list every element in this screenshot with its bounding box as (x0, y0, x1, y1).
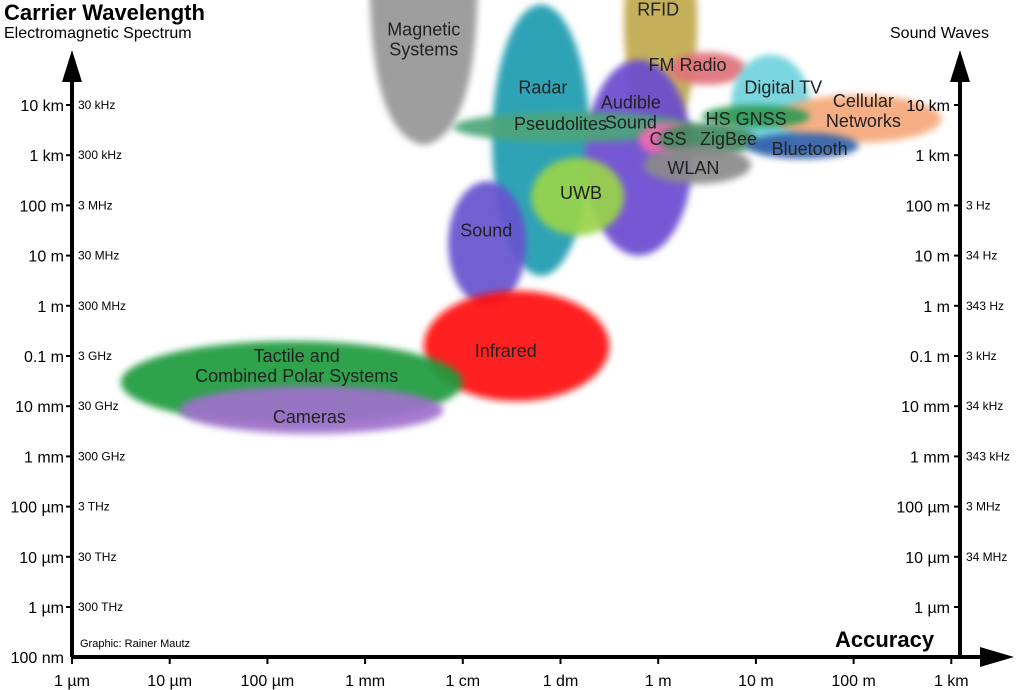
x-tick-label: 10 µm (147, 673, 192, 690)
em-frequency-label: 300 THz (78, 600, 123, 614)
chart-title: Carrier Wavelength (4, 0, 205, 25)
em-frequency-label: 300 GHz (78, 449, 125, 463)
left-tick-label: 10 m (28, 249, 64, 266)
label-uwb: UWB (560, 183, 602, 203)
em-frequency-label: 300 MHz (78, 299, 126, 313)
x-axis-arrow (980, 647, 1014, 667)
x-axis-label: Accuracy (835, 627, 935, 652)
label-cameras: Cameras (273, 407, 346, 427)
region-fm-radio (667, 52, 747, 85)
x-tick-label: 1 mm (345, 673, 385, 690)
right-tick-label: 100 µm (896, 500, 950, 517)
region-magnetic-systems (370, 0, 478, 146)
left-tick-label: 100 nm (11, 650, 64, 667)
left-tick-label: 100 m (20, 198, 64, 215)
sound-frequency-label: 34 Hz (966, 249, 997, 263)
sound-frequency-label: 3 kHz (966, 349, 997, 363)
x-tick-label: 100 µm (241, 673, 295, 690)
region-sound (448, 181, 527, 306)
right-tick-label: 1 km (915, 148, 950, 165)
left-tick-label: 1 µm (28, 600, 64, 617)
x-tick-label: 1 dm (543, 673, 579, 690)
right-tick-label: 10 km (906, 98, 950, 115)
label-wlan: WLAN (667, 158, 719, 178)
sound-frequency-label: 343 kHz (966, 449, 1010, 463)
axes-layer (62, 50, 1014, 667)
x-tick-label: 1 m (645, 673, 672, 690)
left-tick-label: 1 km (29, 148, 64, 165)
em-frequency-label: 3 GHz (78, 349, 112, 363)
em-frequency-label: 3 THz (78, 500, 110, 514)
label-css: CSS (649, 129, 686, 149)
region-pseudolites (453, 112, 693, 143)
label-tactile-and-combined-polar-systems: Tactile and Combined Polar Systems (195, 346, 398, 386)
em-frequency-label: 30 MHz (78, 249, 119, 263)
label-infrared: Infrared (475, 341, 537, 361)
regions-layer (120, 0, 942, 434)
em-frequency-label: 3 MHz (78, 198, 113, 212)
left-tick-label: 10 µm (19, 550, 64, 567)
left-axis-arrow (62, 50, 82, 82)
x-tick-label: 10 m (738, 673, 774, 690)
label-fm-radio: FM Radio (648, 55, 726, 75)
label-sound: Sound (460, 221, 512, 241)
x-tick-label: 100 m (831, 673, 875, 690)
label-pseudolites: Pseudolites (514, 114, 607, 134)
right-tick-label: 10 µm (905, 550, 950, 567)
region-hs-gnss (702, 105, 810, 128)
region-wlan (643, 146, 752, 184)
label-digital-tv: Digital TV (744, 77, 822, 97)
em-frequency-label: 30 THz (78, 550, 116, 564)
x-tick-label: 1 km (934, 673, 969, 690)
region-cameras (179, 386, 444, 434)
left-tick-label: 10 km (20, 98, 64, 115)
sound-frequency-label: 3 Hz (966, 198, 991, 212)
left-tick-label: 0.1 m (24, 349, 64, 366)
ticks-layer: 10 km 1 km 100 m 10 m 1 m 0.1 m 10 mm 1 mm 100 µ… (10, 98, 1010, 690)
region-infrared (423, 290, 610, 402)
label-hs-gnss: HS GNSS (706, 109, 787, 129)
labels-layer: Magnetic Systems RFID Radar Audible Sound FM R… (195, 0, 901, 427)
right-tick-label: 1 µm (914, 600, 950, 617)
label-zigbee: ZigBee (700, 129, 757, 149)
right-tick-label: 100 m (906, 198, 950, 215)
chart-subtitle: Electromagnetic Spectrum (4, 25, 192, 42)
left-tick-label: 1 mm (24, 449, 64, 466)
x-tick-label: 1 µm (54, 673, 90, 690)
label-audible-sound: Audible Sound (601, 93, 661, 133)
sound-frequency-label: 34 kHz (966, 399, 1003, 413)
label-bluetooth: Bluetooth (772, 139, 848, 159)
label-rfid: RFID (637, 0, 679, 20)
right-axis-arrow (950, 50, 970, 82)
right-tick-label: 1 m (923, 299, 950, 316)
sound-frequency-label: 3 MHz (966, 500, 1001, 514)
region-bluetooth (746, 132, 859, 159)
region-uwb (531, 157, 625, 236)
left-tick-label: 1 m (37, 299, 64, 316)
em-frequency-label: 300 kHz (78, 148, 122, 162)
em-frequency-label: 30 GHz (78, 399, 119, 413)
label-magnetic-systems: Magnetic Systems (387, 20, 460, 60)
right-axis-title: Sound Waves (890, 25, 989, 42)
region-cellular-networks (775, 94, 942, 143)
label-radar: Radar (518, 77, 567, 97)
right-tick-label: 0.1 m (910, 349, 950, 366)
sound-frequency-label: 343 Hz (966, 299, 1004, 313)
left-tick-label: 10 mm (15, 399, 64, 416)
label-cellular-networks: Cellular Networks (826, 91, 901, 131)
em-frequency-label: 30 kHz (78, 98, 115, 112)
right-tick-label: 1 mm (910, 449, 950, 466)
left-tick-label: 100 µm (10, 500, 64, 517)
right-tick-label: 10 m (914, 249, 950, 266)
x-tick-label: 1 cm (445, 673, 480, 690)
graphic-credit: Graphic: Rainer Mautz (80, 638, 190, 650)
right-tick-label: 10 mm (901, 399, 950, 416)
sound-frequency-label: 34 MHz (966, 550, 1007, 564)
